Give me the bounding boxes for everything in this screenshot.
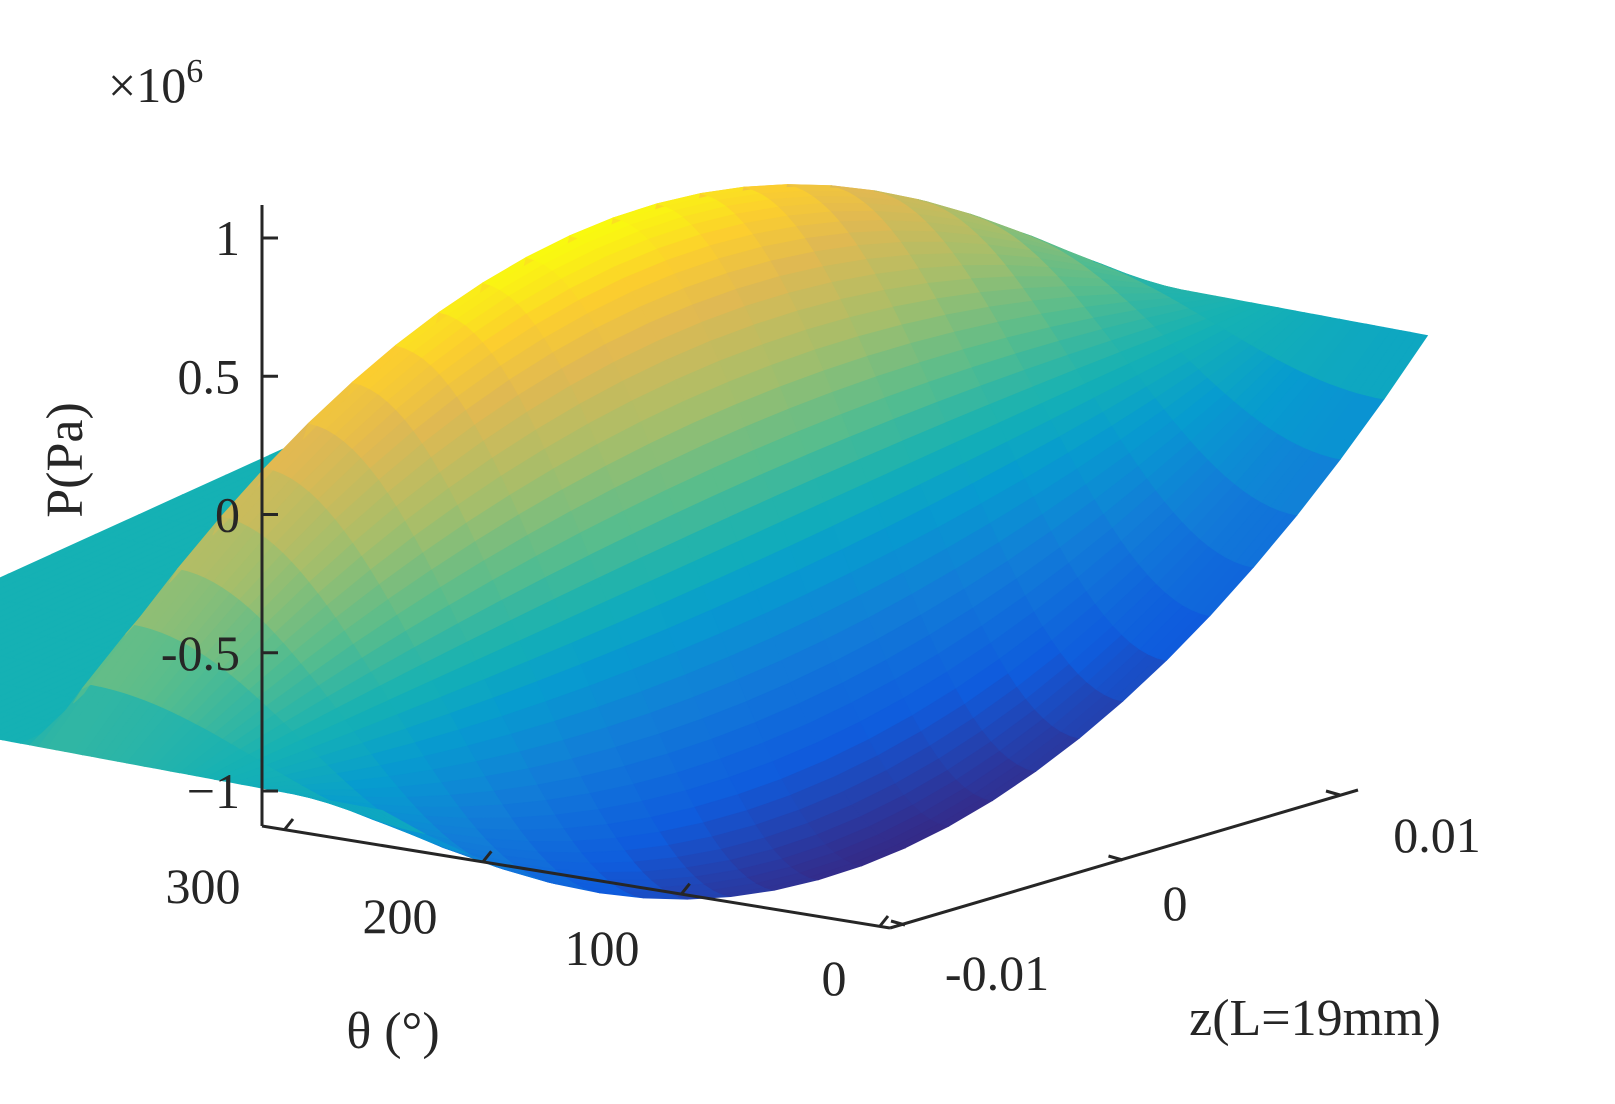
x-tick-mark <box>482 850 493 863</box>
x-tick-mark <box>680 882 691 895</box>
x-tick-label: 200 <box>363 888 438 944</box>
x-tick-mark <box>283 818 295 830</box>
y-tick-label: -0.01 <box>945 945 1049 1001</box>
tick-labels: 1 0.5 0 -0.5 −1 0 100 200 300 -0.01 0 0.01 <box>161 210 1481 1006</box>
y-axis-line <box>889 788 1359 930</box>
pressure-surface <box>0 184 1429 900</box>
y-tick-label: 0 <box>1163 875 1188 931</box>
z-axis-label: P(Pa) <box>37 402 94 518</box>
x-axis-label: θ (°) <box>346 1003 439 1060</box>
surface-patch <box>581 850 636 864</box>
x-tick-label: 0 <box>822 950 847 1006</box>
x-tick-label: 300 <box>166 858 241 914</box>
x-tick-mark <box>878 915 890 927</box>
z-tick-label: 0.5 <box>178 348 241 404</box>
plot-axes <box>260 205 1359 930</box>
x-tick-label: 100 <box>565 920 640 976</box>
z-tick-label: 1 <box>215 210 240 266</box>
surface-patch <box>900 241 955 256</box>
surface-patch <box>511 814 566 831</box>
z-tick-label: −1 <box>187 763 240 819</box>
x-axis-line <box>261 824 891 930</box>
z-tick-label: -0.5 <box>161 625 240 681</box>
y-tick-mark <box>1325 789 1341 797</box>
y-tick-mark <box>890 919 906 927</box>
surface-patch <box>1374 333 1429 400</box>
z-tick-label: 0 <box>215 487 240 543</box>
y-axis-label: z(L=19mm) <box>1189 990 1441 1047</box>
z-multiplier: ×106 <box>108 53 203 113</box>
z-multiplier-exponent: 6 <box>186 53 203 90</box>
y-tick-mark <box>1108 854 1123 862</box>
y-tick-label: 0.01 <box>1393 807 1481 863</box>
